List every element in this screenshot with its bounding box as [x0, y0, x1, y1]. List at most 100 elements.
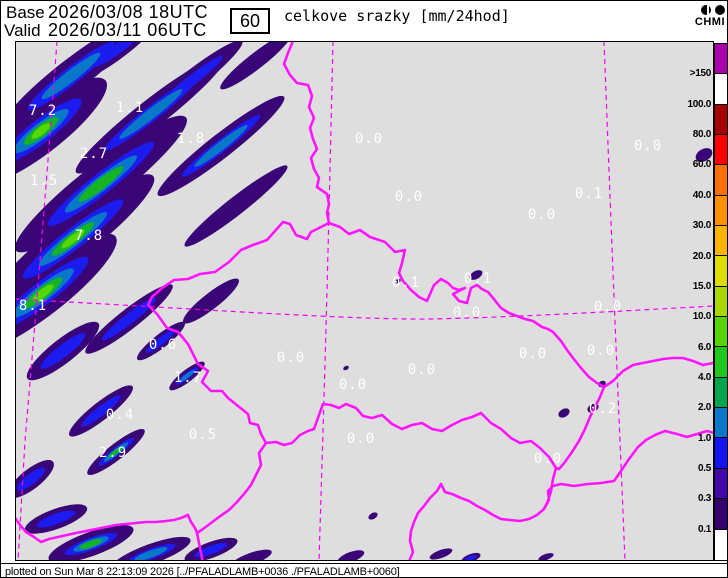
- precipitation-streak: [101, 297, 157, 341]
- colorbar-segment: [715, 499, 727, 530]
- precip-value-label: 0.0: [519, 346, 547, 362]
- colorbar-tick-label: 2.0: [697, 402, 711, 414]
- colorbar-tick-label: 15.0: [692, 280, 712, 292]
- colorbar: [714, 43, 727, 561]
- border-de-pl: [282, 39, 331, 225]
- colorbar-segment: [715, 347, 727, 378]
- precip-value-label: 0.1: [464, 271, 492, 287]
- precip-value-label: 0.1: [575, 186, 603, 202]
- colorbar-tick-label: 10.0: [692, 311, 712, 323]
- border-sk-hu: [542, 429, 716, 511]
- precipitation-streak: [179, 370, 195, 382]
- border-cz-at: [264, 402, 558, 470]
- precipitation-streak: [429, 548, 453, 560]
- precip-value-label: 0.0: [453, 305, 481, 321]
- precip-value-label: 0.5: [189, 427, 217, 443]
- precipitation-streak: [108, 446, 124, 458]
- gridline-meridian: [603, 40, 626, 562]
- colorbar-segment: [715, 438, 727, 469]
- colorbar-segment: [715, 377, 727, 409]
- precipitation-spot: [343, 365, 349, 371]
- border-at-sk-hu: [406, 466, 558, 573]
- precipitation-streak: [465, 555, 477, 561]
- colorbar-segment: [715, 317, 727, 348]
- border-cz-pl: [327, 221, 606, 389]
- precipitation-spot: [558, 408, 570, 418]
- footer: plotted on Sun Mar 8 22:13:09 2026 [../P…: [1, 563, 727, 577]
- precip-value-label: 0.2: [589, 401, 617, 417]
- precipitation-streak: [41, 52, 101, 100]
- precipitation-streak: [79, 539, 103, 549]
- precipitation-streak: [31, 123, 51, 139]
- colorbar-segment: [715, 44, 727, 75]
- precipitation-streak: [182, 278, 240, 324]
- border-de-at: [13, 441, 268, 544]
- precipitation-streak: [36, 510, 76, 528]
- precip-value-label: 2.9: [99, 445, 127, 461]
- colorbar-segment: [715, 468, 727, 500]
- base-label: Base: [6, 3, 45, 22]
- chmi-logo-text: CHMI: [694, 16, 725, 28]
- country-borders: [13, 39, 716, 573]
- colorbar-tick-label: 60.0: [692, 159, 712, 171]
- colorbar-tick-label: 6.0: [697, 341, 711, 353]
- colorbar-segment: [715, 529, 727, 560]
- precipitation-streak: [538, 553, 554, 561]
- precipitation-streak: [81, 395, 121, 427]
- colorbar-segment: [715, 286, 727, 318]
- precip-value-label: 2.7: [80, 146, 108, 162]
- colorbar-tick-label: 1.0: [697, 432, 711, 444]
- precipitation-streak: [78, 166, 124, 202]
- precipitation-streak: [40, 333, 86, 369]
- border-cz-de: [146, 220, 331, 445]
- precipitation-streak: [194, 542, 228, 558]
- precip-value-label: 0.0: [594, 299, 622, 315]
- precipitation-streak: [220, 32, 292, 90]
- precip-value-label: 1.8: [177, 131, 205, 147]
- colorbar-segment: [715, 135, 727, 166]
- chmi-logo: CHMI: [681, 4, 725, 28]
- colorbar-tick-label: 4.0: [697, 371, 711, 383]
- forecast-step-box: 60: [230, 8, 270, 34]
- colorbar-tick-label: 100.0: [687, 98, 711, 110]
- colorbar-segment: [715, 408, 727, 439]
- precipitation-streak: [61, 229, 85, 249]
- latlon-gridlines: [14, 40, 715, 562]
- precip-value-label: 1.1: [116, 100, 144, 116]
- precip-value-label: 0.0: [587, 343, 615, 359]
- colorbar-tick-label: 80.0: [692, 129, 712, 141]
- weather-map: 7.2 1.1 1.8 2.7 1.5 7.8 8.1 0.0 0.0 0.1 0.0 0.0 0.1 0…: [1, 13, 716, 573]
- precipitation-streak: [184, 165, 288, 247]
- precip-value-label: 0.0: [528, 207, 556, 223]
- precip-value-label: 8.1: [19, 298, 47, 314]
- precipitation-spot: [469, 270, 483, 280]
- precip-value-label: 0.0: [277, 350, 305, 366]
- base-value: 2026/03/08 18UTC: [48, 2, 209, 22]
- precip-value-label: 0.0: [408, 362, 436, 378]
- precip-value-label: 0.4: [106, 407, 134, 423]
- precipitation-spot: [368, 512, 378, 520]
- precipitation-streak: [16, 467, 46, 491]
- precipitation-streak: [146, 329, 176, 353]
- precipitation-streak: [119, 89, 183, 139]
- colorbar-segment: [715, 226, 727, 257]
- map-area: 7.2 1.1 1.8 2.7 1.5 7.8 8.1 0.0 0.0 0.1 0.0 0.0 0.1 0…: [1, 13, 716, 573]
- colorbar-tick-label: 30.0: [692, 220, 712, 232]
- precip-value-label: 7.8: [75, 228, 103, 244]
- precipitation-streak: [194, 125, 248, 167]
- precipitation-field: [1, 13, 713, 572]
- precip-value-label: 7.2: [29, 103, 57, 119]
- gridline-meridian: [318, 40, 334, 562]
- map-frame: [15, 41, 714, 561]
- valid-value: 2026/03/11 06UTC: [48, 20, 207, 40]
- precipitation-spot: [695, 148, 713, 162]
- precip-value-label: 0.0: [355, 131, 383, 147]
- chmi-logo-icon: [681, 4, 725, 16]
- valid-label: Valid: [4, 21, 41, 40]
- colorbar-tick-label: 0.5: [697, 462, 711, 474]
- precip-value-label: 0.0: [534, 451, 562, 467]
- precipitation-streak: [32, 284, 54, 302]
- precipitation-spot: [395, 278, 401, 284]
- colorbar-tick-label: 0.1: [697, 523, 711, 535]
